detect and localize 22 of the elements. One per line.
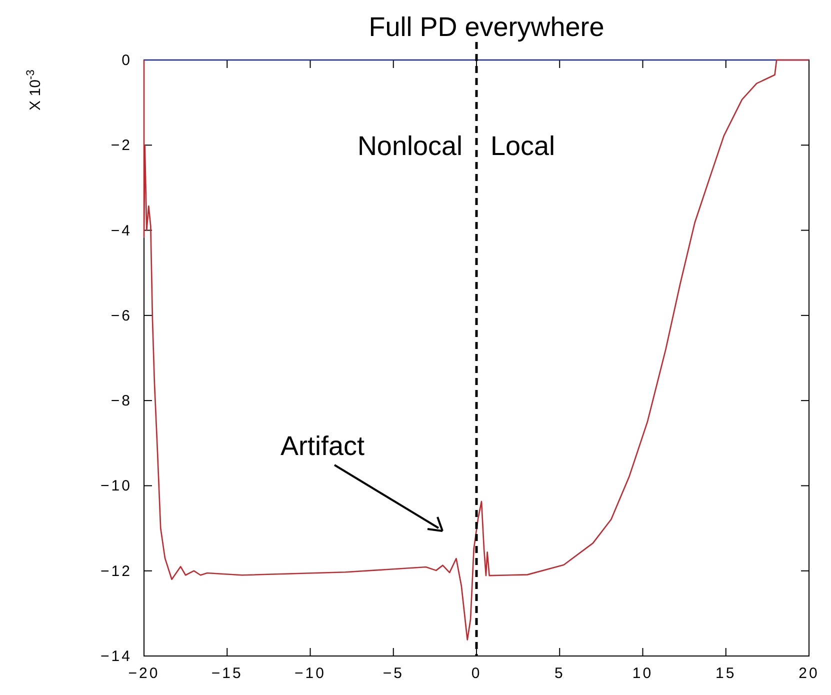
- x-tick-label: 10: [632, 665, 654, 682]
- chart-title: Full PD everywhere: [368, 12, 604, 42]
- y-tick-label: −10: [100, 478, 132, 495]
- y-tick-label: −8: [110, 392, 132, 410]
- x-tick-label: −5: [382, 665, 404, 682]
- x-tick-label: −10: [294, 665, 326, 682]
- y-tick-label: −2: [110, 137, 132, 154]
- x-tick-label: 5: [554, 665, 565, 682]
- annotation: Nonlocal: [357, 131, 462, 162]
- x-tick-label: 20: [798, 665, 820, 682]
- line-series: [143, 59, 810, 640]
- y-tick-label: 0: [122, 52, 132, 69]
- y-tick-label: −14: [100, 648, 132, 665]
- x-tick-label: −20: [128, 665, 160, 682]
- x-tick-label: −15: [211, 665, 243, 682]
- y-tick-label: −12: [100, 562, 132, 580]
- annotation: Local: [490, 131, 556, 162]
- y-tick-label: −4: [110, 222, 132, 240]
- y-tick-label: −6: [110, 307, 132, 324]
- annotation: Artifact: [280, 431, 365, 461]
- x-tick-label: 0: [471, 665, 482, 682]
- x-tick-label: 15: [716, 665, 736, 682]
